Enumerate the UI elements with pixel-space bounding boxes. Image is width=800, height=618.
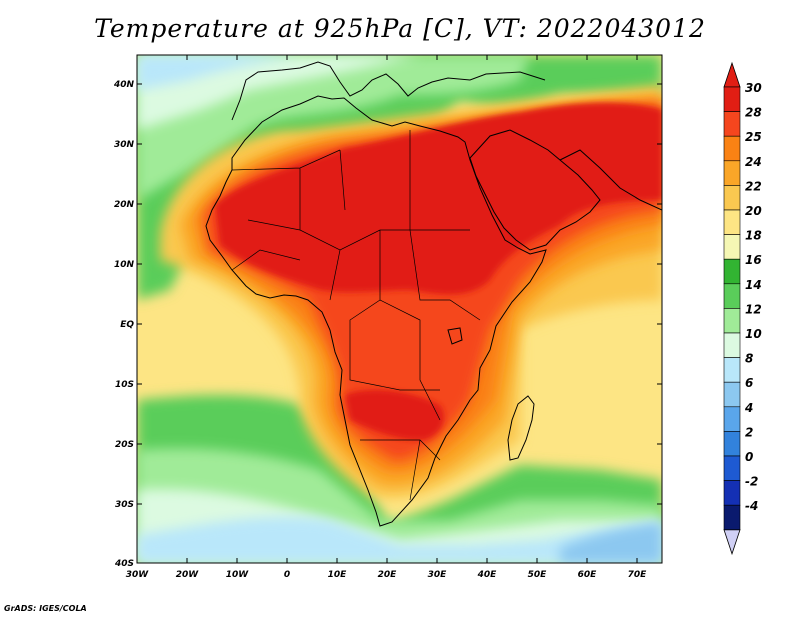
colorbar-label: 12 — [745, 302, 762, 316]
colorbar-label: 20 — [745, 204, 762, 218]
colorbar-swatch — [723, 283, 741, 309]
colorbar-label: 10 — [745, 327, 762, 341]
colorbar-label: 24 — [745, 155, 762, 169]
colorbar-swatch — [723, 480, 741, 506]
latitude-axis: 40N 30N 20N 10N EQ 10S 20S 30S 40S — [113, 80, 662, 569]
field-south-hot — [345, 389, 445, 441]
lat-tick-label: 40S — [114, 559, 134, 569]
colorbar-label: 8 — [745, 352, 753, 366]
colorbar-arrow-bottom — [723, 529, 741, 556]
arabia-coast — [469, 129, 601, 251]
country-borders — [231, 130, 481, 501]
map-title: Temperature at 925hPa [C], VT: 202204301… — [94, 14, 706, 43]
colorbar-label: 6 — [745, 376, 753, 390]
temperature-field — [137, 55, 662, 563]
lon-tick-label: 30E — [428, 570, 448, 580]
colorbar-swatch — [723, 357, 741, 383]
colorbar-label: 0 — [745, 450, 753, 464]
colorbar-swatch — [723, 185, 741, 211]
lat-tick-label: 10N — [114, 260, 135, 270]
lon-tick-label: 20W — [176, 570, 200, 580]
asia-coast — [559, 149, 662, 211]
longitude-axis: 30W 20W 10W 0 10E 20E 30E 40E 50E 60E 70E — [126, 55, 647, 580]
colorbar-swatch — [723, 332, 741, 358]
colorbar-swatch — [723, 135, 741, 162]
colorbar-swatch — [723, 431, 741, 457]
lat-tick-label: 10S — [115, 380, 134, 390]
colorbar-label: 25 — [745, 130, 762, 144]
field-warm-30 — [215, 102, 662, 295]
lake-victoria — [447, 327, 463, 345]
lat-tick-label: 20N — [114, 200, 135, 210]
lon-tick-label: 40E — [477, 570, 498, 580]
colorbar-swatch — [723, 455, 741, 481]
colorbar-label: 2 — [745, 425, 753, 439]
africa-coast — [205, 95, 547, 527]
lon-tick-label: 10W — [226, 570, 250, 580]
colorbar-arrow-top — [723, 61, 741, 88]
coastlines — [205, 61, 662, 527]
colorbar-label: 4 — [744, 401, 753, 415]
colorbar-label: 16 — [745, 253, 762, 267]
colorbar-swatch — [723, 381, 741, 408]
colorbar-swatch — [723, 504, 741, 531]
colorbar-swatch — [723, 234, 741, 260]
colorbar-swatch — [723, 308, 741, 334]
madagascar-coast — [507, 395, 535, 461]
colorbar-label: 18 — [745, 229, 762, 243]
field-south-8 — [137, 516, 662, 563]
colorbar-label: -4 — [745, 499, 758, 513]
colorbar-swatch — [723, 209, 741, 235]
grads-credit: GrADS: IGES/COLA — [4, 604, 87, 613]
colorbar-label: 28 — [745, 106, 762, 120]
lat-tick-label: EQ — [120, 320, 134, 330]
colorbar-swatch — [723, 86, 741, 112]
colorbar-swatch — [723, 160, 741, 186]
colorbar-swatch — [723, 258, 741, 285]
colorbar-label: 30 — [745, 81, 762, 95]
europe-coast — [231, 61, 546, 121]
lon-tick-label: 50E — [528, 570, 548, 580]
lat-tick-label: 40N — [113, 80, 135, 90]
map-frame — [136, 54, 663, 564]
lon-tick-label: 30W — [126, 570, 150, 580]
lat-tick-label: 30S — [115, 500, 134, 510]
lon-tick-label: 70E — [628, 570, 648, 580]
colorbar-label: -2 — [745, 475, 758, 489]
colorbar-label: 22 — [745, 179, 762, 193]
colorbar-swatch — [723, 111, 741, 137]
field-south-6 — [560, 522, 662, 563]
colorbar-swatch — [723, 406, 741, 432]
field-north-10 — [137, 55, 300, 90]
lon-tick-label: 0 — [284, 570, 290, 580]
colorbar-label: 14 — [745, 278, 762, 292]
lat-tick-label: 20S — [115, 440, 134, 450]
lon-tick-label: 10E — [328, 570, 348, 580]
lat-tick-label: 30N — [114, 140, 135, 150]
lon-tick-label: 60E — [578, 570, 598, 580]
lon-tick-label: 20E — [378, 570, 398, 580]
